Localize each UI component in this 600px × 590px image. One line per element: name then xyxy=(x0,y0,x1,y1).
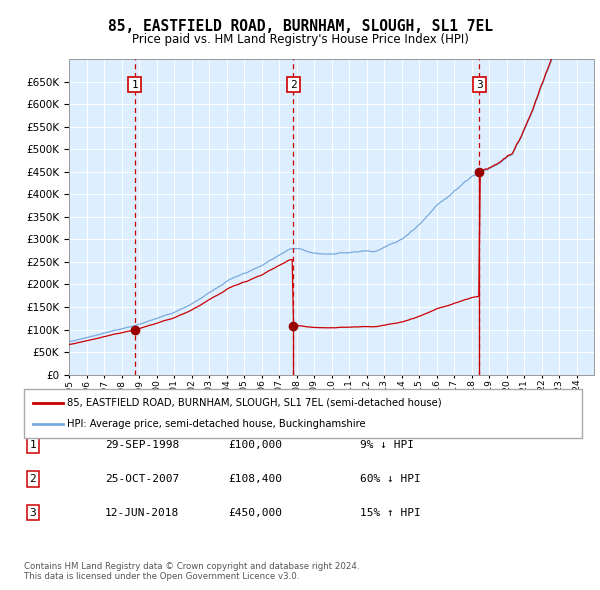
Text: £100,000: £100,000 xyxy=(228,441,282,450)
Text: 85, EASTFIELD ROAD, BURNHAM, SLOUGH, SL1 7EL: 85, EASTFIELD ROAD, BURNHAM, SLOUGH, SL1… xyxy=(107,19,493,34)
Text: HPI: Average price, semi-detached house, Buckinghamshire: HPI: Average price, semi-detached house,… xyxy=(67,419,366,430)
Text: 2: 2 xyxy=(290,80,297,90)
Text: 2: 2 xyxy=(29,474,37,484)
Text: £108,400: £108,400 xyxy=(228,474,282,484)
Text: 9% ↓ HPI: 9% ↓ HPI xyxy=(360,441,414,450)
Text: 3: 3 xyxy=(476,80,483,90)
Text: Contains HM Land Registry data © Crown copyright and database right 2024.
This d: Contains HM Land Registry data © Crown c… xyxy=(24,562,359,581)
Text: 25-OCT-2007: 25-OCT-2007 xyxy=(105,474,179,484)
Text: 15% ↑ HPI: 15% ↑ HPI xyxy=(360,508,421,517)
Text: 29-SEP-1998: 29-SEP-1998 xyxy=(105,441,179,450)
Text: 85, EASTFIELD ROAD, BURNHAM, SLOUGH, SL1 7EL (semi-detached house): 85, EASTFIELD ROAD, BURNHAM, SLOUGH, SL1… xyxy=(67,398,442,408)
Text: 12-JUN-2018: 12-JUN-2018 xyxy=(105,508,179,517)
Text: 1: 1 xyxy=(131,80,138,90)
Text: £450,000: £450,000 xyxy=(228,508,282,517)
Text: 60% ↓ HPI: 60% ↓ HPI xyxy=(360,474,421,484)
Text: Price paid vs. HM Land Registry's House Price Index (HPI): Price paid vs. HM Land Registry's House … xyxy=(131,33,469,46)
Text: 1: 1 xyxy=(29,441,37,450)
Text: 3: 3 xyxy=(29,508,37,517)
